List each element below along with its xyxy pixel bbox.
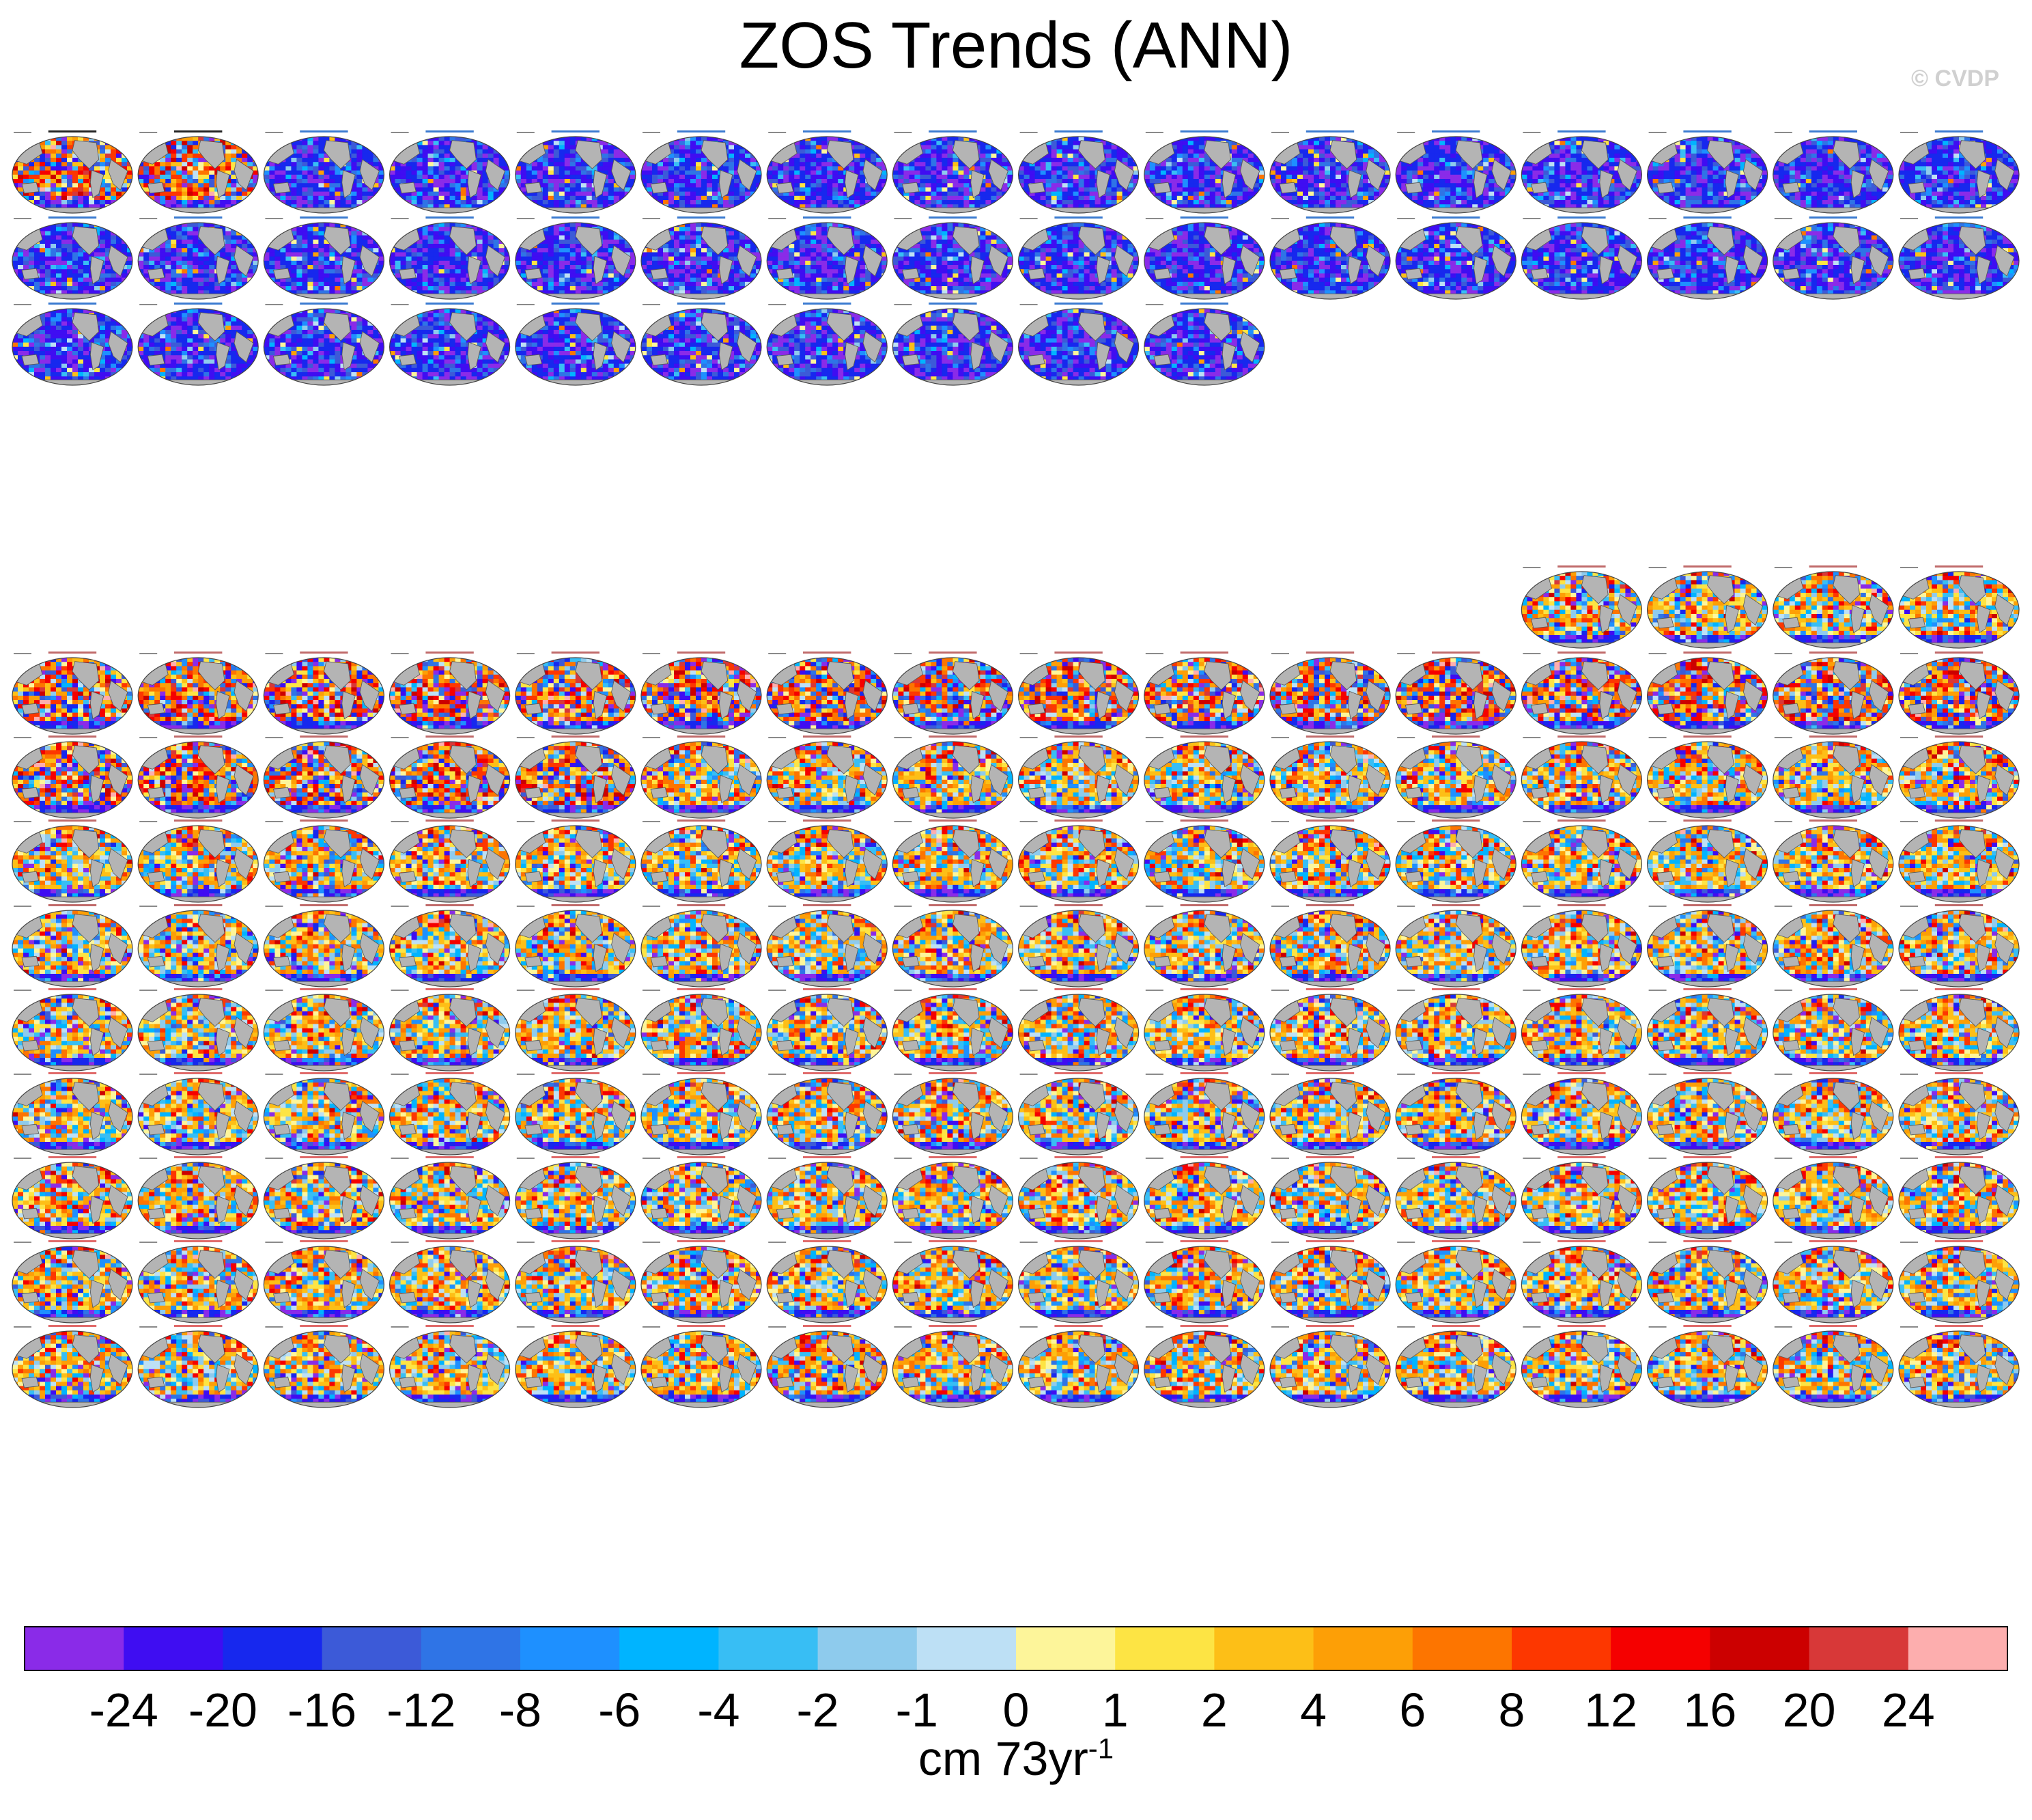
colorbar-tick-label: -6 xyxy=(598,1683,640,1737)
colorbar-swatch xyxy=(718,1627,818,1670)
colorbar-swatch xyxy=(1611,1627,1710,1670)
colorbar-swatch xyxy=(1908,1627,2008,1670)
colorbar-swatch xyxy=(322,1627,422,1670)
colorbar-tick-label: -1 xyxy=(896,1683,938,1737)
colorbar-tick-label: -20 xyxy=(188,1683,257,1737)
colorbar-swatch xyxy=(1413,1627,1512,1670)
colorbar-tick-label: 24 xyxy=(1882,1683,1935,1737)
colorbar-tick-label: 6 xyxy=(1399,1683,1426,1737)
colorbar-tick-label: 1 xyxy=(1102,1683,1129,1737)
colorbar-swatch xyxy=(223,1627,322,1670)
colorbar-tick-label: 16 xyxy=(1683,1683,1736,1737)
colorbar-tick-label: -24 xyxy=(89,1683,158,1737)
colorbar-tick-label: -8 xyxy=(499,1683,541,1737)
colorbar-swatch xyxy=(1214,1627,1314,1670)
colorbar-swatch xyxy=(818,1627,918,1670)
colorbar-swatch xyxy=(1710,1627,1809,1670)
colorbar-tick-label: -12 xyxy=(386,1683,455,1737)
colorbar-tick-label: 20 xyxy=(1783,1683,1836,1737)
colorbar-tick-label: 12 xyxy=(1584,1683,1637,1737)
units-exponent: -1 xyxy=(1088,1733,1114,1765)
colorbar-swatch xyxy=(421,1627,521,1670)
colorbar-swatch xyxy=(619,1627,719,1670)
colorbar-units: cm 73yr-1 xyxy=(0,1731,2032,1786)
colorbar-tick-label: 2 xyxy=(1201,1683,1228,1737)
colorbar-swatch xyxy=(917,1627,1017,1670)
colorbar-tick-label: 4 xyxy=(1300,1683,1327,1737)
colorbar-tick-label: -2 xyxy=(796,1683,838,1737)
colorbar-swatch xyxy=(25,1627,124,1670)
colorbar-swatch xyxy=(1115,1627,1215,1670)
colorbar-tick-label: 8 xyxy=(1499,1683,1525,1737)
colorbar-tick-label: 0 xyxy=(1003,1683,1030,1737)
colorbar-swatch xyxy=(124,1627,223,1670)
colorbar-swatch xyxy=(1314,1627,1413,1670)
colorbar-tick-label: -16 xyxy=(287,1683,356,1737)
colorbar-tick-label: -4 xyxy=(697,1683,739,1737)
units-main: cm 73yr xyxy=(918,1732,1088,1785)
colorbar-swatch xyxy=(520,1627,620,1670)
colorbar-swatch xyxy=(1512,1627,1611,1670)
colorbar-swatch xyxy=(1016,1627,1116,1670)
colorbar-swatch xyxy=(1809,1627,1909,1670)
